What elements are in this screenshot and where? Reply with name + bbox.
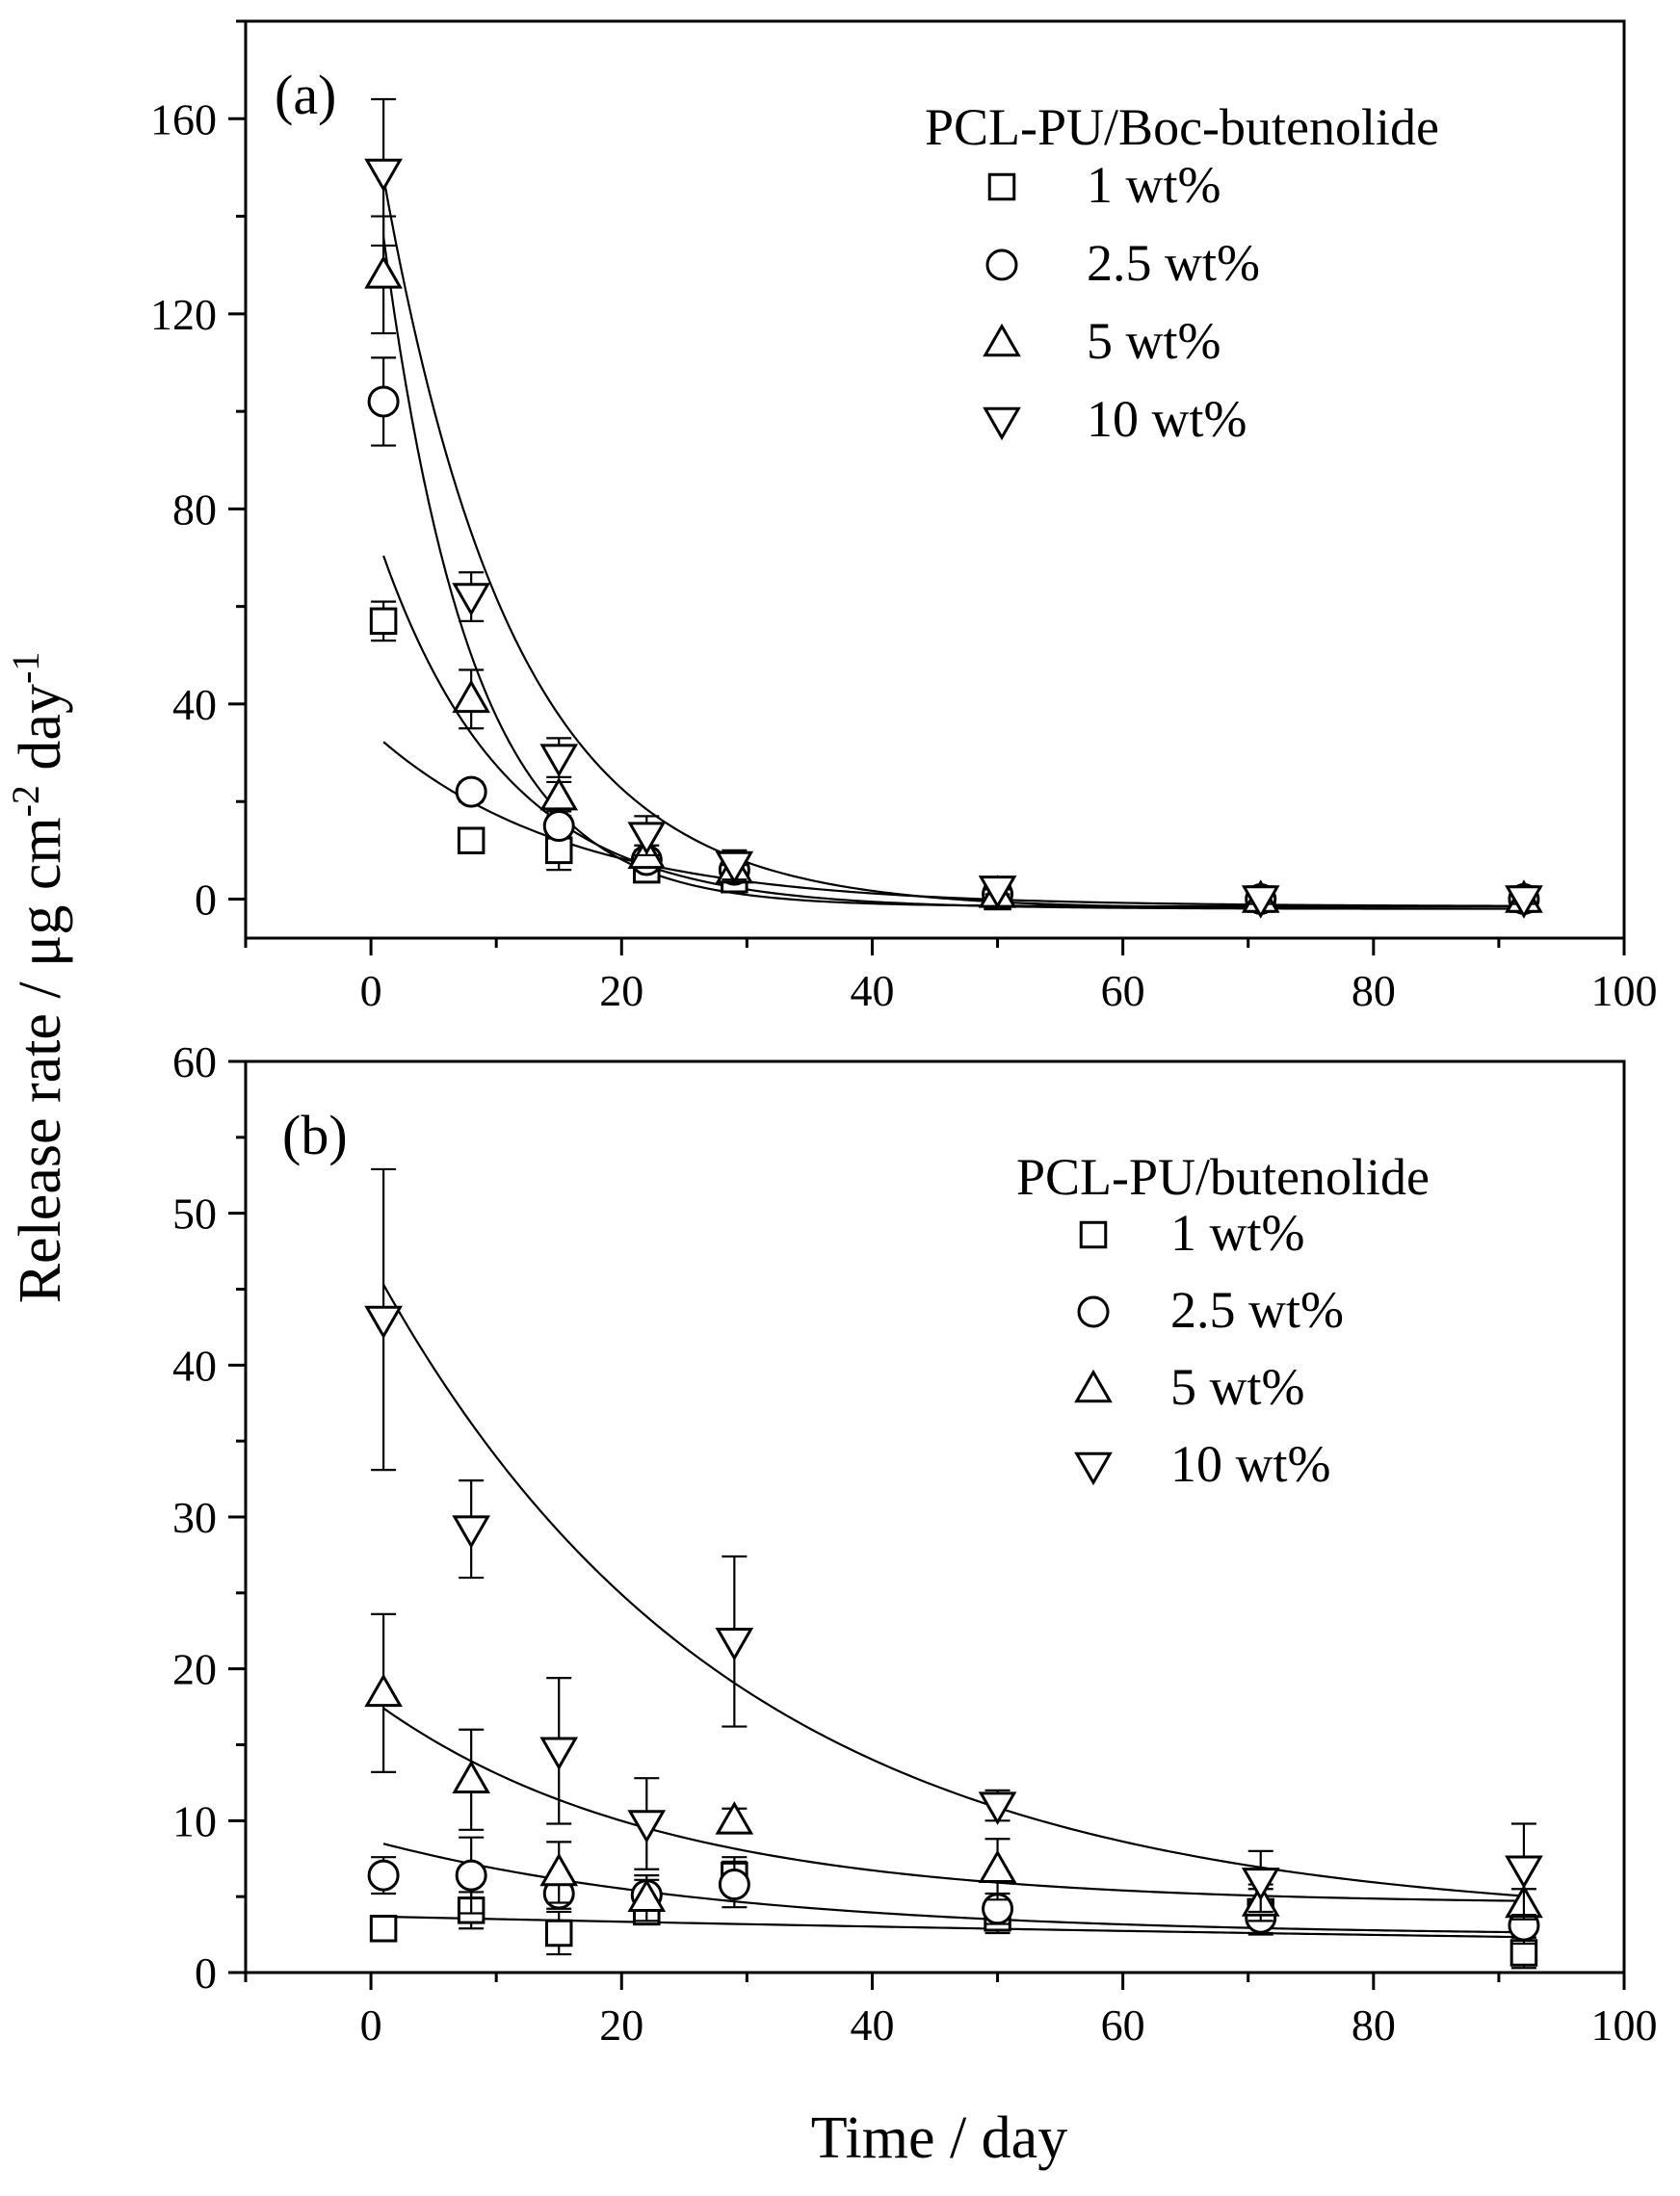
panel-b-point-circle <box>455 1859 487 1892</box>
panel-b-point-circle <box>718 1869 750 1901</box>
panel-a-point-triangle-up <box>364 255 403 289</box>
panel-b-legend-title: PCL-PU/butenolide <box>1016 1148 1430 1206</box>
panel-a-y-tick-label: 120 <box>150 290 217 339</box>
panel-a-legend-symbol-triangle-up <box>983 323 1021 357</box>
panel-a-y-tick-label: 160 <box>150 94 217 144</box>
panel-b-x-tick-label: 100 <box>1591 2000 1658 2050</box>
panel-a-point-circle <box>367 385 400 418</box>
panel-b-y-tick-label: 20 <box>172 1645 217 1694</box>
panel-a-x-tick-label: 0 <box>360 966 382 1015</box>
panel-b-y-tick-label: 0 <box>195 1948 217 1998</box>
panel-b-legend-symbol-square <box>1079 1220 1108 1249</box>
panel-b-point-triangle-down <box>1505 1855 1543 1890</box>
panel-b-point-circle <box>367 1859 400 1892</box>
panel-b-point-triangle-down <box>364 1305 403 1340</box>
panel-a: 0 20 40 60 80 100 0 40 80 120 160 (a) PCL-PU/Boc-but… <box>150 19 1658 1015</box>
panel-b-point-triangle-down <box>715 1628 754 1661</box>
panel-a-x-tick-label: 20 <box>599 966 643 1015</box>
panel-b-legend-symbol-circle <box>1077 1295 1110 1328</box>
panel-b-legend-label: 1 wt% <box>1170 1204 1304 1262</box>
panel-a-point-square <box>369 607 398 636</box>
panel-a-y-tick-label: 80 <box>172 484 217 534</box>
panel-a-label: (a) <box>275 64 336 126</box>
panel-a-point-triangle-down <box>715 850 754 885</box>
panel-b-point-square <box>369 1915 398 1943</box>
x-axis-title: Time / day <box>811 2105 1067 2171</box>
panel-b-fit-curve-square <box>383 1915 1524 1939</box>
panel-a-x-tick-label: 100 <box>1591 966 1658 1015</box>
panel-b-point-triangle-up <box>364 1673 403 1708</box>
y-axis-title: Release rate / μg cm-2 day-1 <box>4 652 73 1304</box>
panel-b-point-triangle-down <box>978 1791 1017 1825</box>
panel-a-point-triangle-down <box>627 822 667 855</box>
panel-b-legend-symbol-triangle-down <box>1074 1451 1113 1486</box>
panel-a-legend-symbol-square <box>987 172 1016 201</box>
panel-a-legend-label: 5 wt% <box>1087 312 1221 370</box>
panel-a-frame <box>244 19 1626 940</box>
panel-b-y-tick-label: 30 <box>172 1493 217 1542</box>
panel-b-y-tick-label: 40 <box>172 1341 217 1390</box>
panel-b-point-triangle-up <box>715 1801 754 1835</box>
panel-a-legend-label: 1 wt% <box>1087 156 1221 214</box>
panel-b-point-square <box>544 1919 573 1948</box>
panel-a-fit-curve-square <box>382 741 1524 907</box>
panel-a-x-tick-label: 60 <box>1101 966 1145 1015</box>
panel-a-point-square <box>457 826 486 854</box>
panel-a-legend-label: 2.5 wt% <box>1087 234 1260 292</box>
panel-a-legend-symbol-triangle-down <box>983 406 1021 441</box>
panel-a-fit-curve-triangle-down <box>382 176 1524 910</box>
panel-a-point-triangle-down <box>539 744 579 777</box>
panel-b-legend-symbol-triangle-up <box>1074 1369 1113 1403</box>
panel-b-x-tick-label: 80 <box>1352 2000 1396 2050</box>
panel-b-point-triangle-down <box>1241 1868 1280 1901</box>
panel-a-legend-title: PCL-PU/Boc-butenolide <box>925 98 1439 156</box>
panel-b-legend-label: 2.5 wt% <box>1170 1281 1344 1339</box>
panel-b-x-tick-label: 40 <box>850 2000 894 2050</box>
panel-b-point-triangle-up <box>627 1878 667 1912</box>
panel-b-point-triangle-up <box>539 1852 579 1887</box>
panel-b-y-tick-label: 60 <box>172 1037 217 1086</box>
panel-b-fit-curve-triangle-up <box>382 1707 1524 1902</box>
panel-b-x-tick-label: 0 <box>360 2000 382 2050</box>
panel-b-legend-label: 10 wt% <box>1170 1435 1330 1493</box>
panel-a-y-tick-label: 0 <box>195 875 217 924</box>
panel-b-label: (b) <box>282 1104 348 1166</box>
panel-a-x-tick-label: 40 <box>850 966 894 1015</box>
panel-b-fit-curve-triangle-down <box>382 1284 1525 1897</box>
panel-b-point-triangle-down <box>452 1515 491 1549</box>
panel-b-point-triangle-up <box>978 1849 1017 1884</box>
panel-a-point-triangle-down <box>452 583 491 616</box>
panel-a-y-tick-label: 40 <box>172 680 217 729</box>
panel-b-point-triangle-up <box>452 1760 491 1794</box>
panel-a-point-triangle-down <box>1241 885 1280 919</box>
panel-b-x-tick-label: 20 <box>599 2000 643 2050</box>
panel-b-legend-label: 5 wt% <box>1170 1358 1304 1416</box>
panel-a-legend-symbol-circle <box>985 248 1018 281</box>
panel-b-point-triangle-down <box>539 1737 579 1771</box>
panel-b-y-tick-label: 10 <box>172 1796 217 1845</box>
panel-a-point-triangle-up <box>539 776 579 811</box>
panel-a-legend-label: 10 wt% <box>1087 390 1247 448</box>
panel-b-x-tick-label: 60 <box>1101 2000 1145 2050</box>
panel-a-point-triangle-up <box>452 679 491 714</box>
panel-b-y-tick-label: 50 <box>172 1190 217 1239</box>
panel-a-point-triangle-down <box>1505 885 1543 919</box>
panel-b-point-triangle-down <box>627 1810 667 1843</box>
panel-a-x-tick-label: 80 <box>1352 966 1396 1015</box>
panel-a-point-triangle-down <box>978 876 1017 909</box>
panel-a-point-circle <box>542 810 575 843</box>
panel-b: 0 20 40 60 80 100 0 10 20 30 40 50 60 (b) PCL-PU/buten… <box>172 1037 1658 2050</box>
panel-a-point-triangle-down <box>364 158 403 193</box>
panel-a-point-circle <box>455 775 487 808</box>
